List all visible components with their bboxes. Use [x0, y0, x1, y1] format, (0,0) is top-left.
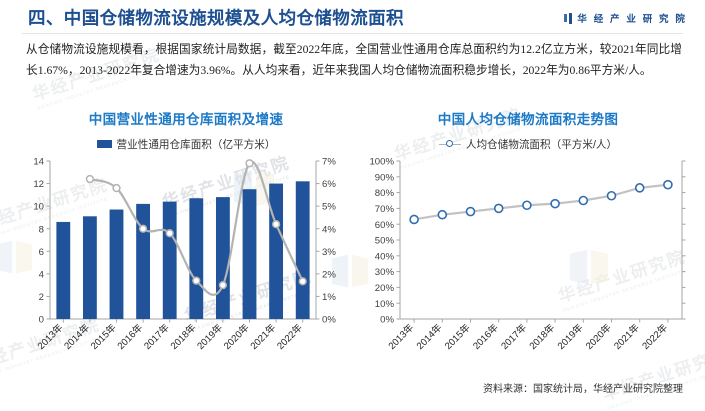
svg-text:2%: 2% [322, 269, 336, 280]
svg-text:2018年: 2018年 [168, 321, 199, 352]
chart-plot-area: 0% 10% 20% 30% 40% 50% 60% 70% 80% 90% 100% 2013年 20… [360, 155, 696, 367]
svg-text:0: 0 [39, 315, 44, 326]
legend-swatch-bar [96, 140, 112, 148]
svg-text:2021年: 2021年 [248, 321, 279, 352]
svg-text:70%: 70% [375, 204, 395, 215]
chart-plot-area: 0 2 4 6 8 10 12 14 0% 1% 2% 3% 4% 5% 6% 7% 2013年 2014年 201… [16, 155, 356, 367]
svg-text:12: 12 [33, 179, 44, 190]
svg-text:20%: 20% [375, 283, 395, 294]
svg-text:5%: 5% [322, 202, 336, 213]
svg-text:2015年: 2015年 [88, 321, 119, 352]
header-divider [22, 33, 683, 34]
svg-text:2013年: 2013年 [35, 321, 66, 352]
svg-text:2017年: 2017年 [499, 321, 530, 352]
svg-text:40%: 40% [375, 251, 395, 262]
svg-text:4%: 4% [322, 224, 336, 235]
svg-text:100%: 100% [369, 157, 394, 168]
chart-title: 中国人均仓储物流面积走势图 [437, 112, 619, 127]
svg-text:2015年: 2015年 [442, 321, 473, 352]
svg-text:2020年: 2020年 [583, 321, 614, 352]
page-header: 四、中国仓储物流设施规模及人均仓储物流面积 华 经 产 业 研 究 院 [0, 0, 705, 36]
svg-text:8: 8 [39, 224, 44, 235]
logo-bars-icon [564, 12, 573, 24]
svg-text:0%: 0% [380, 315, 394, 326]
source-note: 资料来源：国家统计局，华经产业研究院整理 [483, 384, 683, 395]
svg-text:3%: 3% [322, 247, 336, 258]
chart-panel-warehouse-area: 中国营业性通用仓库面积及增速 营业性通用仓库面积（亿平方米） 0 2 4 6 8 10 12… [16, 108, 356, 376]
chart-legend: 人均仓储物流面积（平方米/人） [360, 137, 696, 151]
svg-text:2016年: 2016年 [115, 321, 146, 352]
svg-text:6%: 6% [322, 179, 336, 190]
svg-text:30%: 30% [375, 267, 395, 278]
brand-logo: 华 经 产 业 研 究 院 [564, 11, 687, 25]
combo-chart-svg: 024681012140%1%2%3%4%5%6%7%2013年2014年201… [33, 157, 336, 352]
svg-text:2019年: 2019年 [555, 321, 586, 352]
svg-text:2018年: 2018年 [527, 321, 558, 352]
svg-text:2013年: 2013年 [386, 321, 417, 352]
intro-paragraph: 从仓储物流设施规模看，根据国家统计局数据，截至2022年底，全国营业性通用仓库总… [26, 43, 682, 77]
svg-text:14: 14 [33, 157, 44, 168]
chart-title: 中国营业性通用仓库面积及增速 [88, 112, 284, 127]
chart-panel-percapita-area: 中国人均仓储物流面积走势图 人均仓储物流面积（平方米/人） 0% 10% 20% 30… [360, 108, 696, 376]
page-title: 四、中国仓储物流设施规模及人均仓储物流面积 [28, 8, 404, 28]
svg-text:2: 2 [39, 292, 44, 303]
svg-text:2017年: 2017年 [141, 321, 172, 352]
svg-text:2019年: 2019年 [195, 321, 226, 352]
brand-name: 华 经 产 业 研 究 院 [577, 14, 687, 25]
legend-marker-line [438, 140, 461, 149]
chart-legend: 营业性通用仓库面积（亿平方米） [16, 137, 356, 151]
svg-text:2014年: 2014年 [62, 321, 93, 352]
svg-text:6: 6 [39, 247, 44, 258]
svg-text:2016年: 2016年 [470, 321, 501, 352]
line-chart-svg: 0%10%20%30%40%50%60%70%80%90%100%2013年20… [369, 157, 686, 352]
svg-text:4: 4 [39, 269, 45, 280]
svg-text:80%: 80% [375, 188, 395, 199]
svg-text:2021年: 2021年 [611, 321, 642, 352]
legend-label: 营业性通用仓库面积（亿平方米） [116, 138, 276, 151]
svg-text:60%: 60% [375, 220, 395, 231]
svg-text:90%: 90% [375, 172, 395, 183]
svg-text:10%: 10% [375, 299, 395, 310]
svg-text:2014年: 2014年 [414, 321, 445, 352]
svg-text:2022年: 2022年 [274, 321, 305, 352]
legend-label: 人均仓储物流面积（平方米/人） [465, 138, 618, 151]
svg-text:2020年: 2020年 [221, 321, 252, 352]
svg-text:7%: 7% [322, 157, 336, 168]
svg-text:50%: 50% [375, 236, 395, 247]
svg-text:0%: 0% [322, 315, 336, 326]
svg-text:2022年: 2022年 [640, 321, 671, 352]
svg-text:1%: 1% [322, 292, 336, 303]
svg-text:10: 10 [33, 202, 44, 213]
